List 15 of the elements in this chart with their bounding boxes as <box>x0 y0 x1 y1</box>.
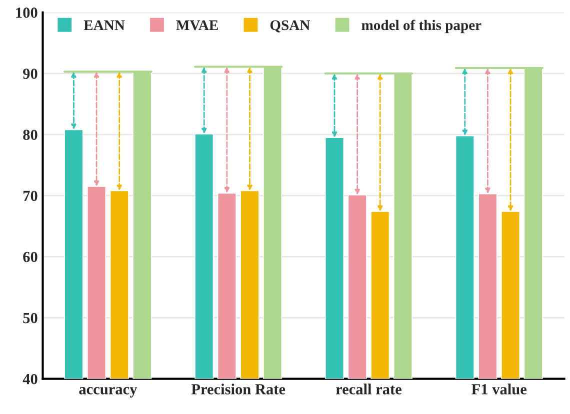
x-tick-label: Precision Rate <box>191 384 286 394</box>
y-tick-label: 80 <box>23 130 38 140</box>
y-tick-label: 90 <box>23 68 38 79</box>
legend-label: MVAE <box>176 20 218 30</box>
y-tick-label: 70 <box>23 190 38 202</box>
y-tick-label: 50 <box>23 312 38 324</box>
x-tick-label: accuracy <box>79 386 138 398</box>
legend-label: model of this paper <box>362 20 482 34</box>
y-tick-label: 60 <box>23 252 38 262</box>
legend-label: QSAN <box>270 20 310 32</box>
y-tick-label: 100 <box>16 8 38 18</box>
x-tick-label: F1 value <box>472 384 527 394</box>
x-tick-label: recall rate <box>336 384 402 394</box>
legend-label: EANN <box>84 20 125 30</box>
y-tick-label: 40 <box>22 374 38 384</box>
